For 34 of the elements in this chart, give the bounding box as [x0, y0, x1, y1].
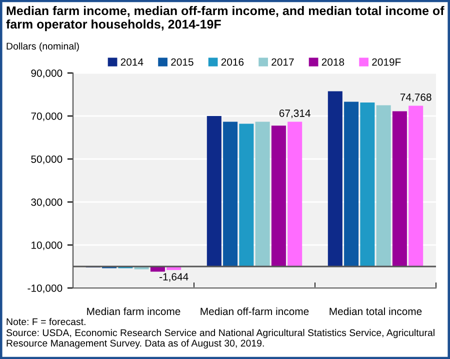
- bar: [344, 102, 359, 266]
- y-axis-title: Dollars (nominal): [6, 42, 79, 52]
- legend-label: 2017: [272, 58, 294, 66]
- bar: [376, 105, 391, 266]
- y-tick-label: 30,000: [31, 198, 62, 208]
- legend-label: 2019F: [372, 58, 401, 66]
- y-tick-label: 70,000: [31, 112, 62, 122]
- data-label: 74,768: [400, 94, 432, 102]
- bar: [392, 111, 407, 266]
- source-note: Source: USDA, Economic Research Service and National Agricultural Statistics Service, Agricultural Resource Management Survey. Data as of August 30, 2019.: [6, 329, 434, 349]
- y-tick-label: 90,000: [31, 70, 62, 78]
- chart-title: Median farm income, median off-farm income, and median total income of farm operator households, 2014-19F: [6, 6, 444, 32]
- bar: [206, 116, 222, 266]
- legend-label: 2015: [171, 58, 194, 66]
- bar: [408, 106, 424, 266]
- legend-label: 2016: [221, 58, 244, 66]
- legend-label: 2018: [322, 58, 344, 66]
- bar: [239, 124, 254, 266]
- bar: [360, 102, 375, 266]
- y-tick-label: -10,000: [28, 284, 62, 294]
- legend-label: 2014: [120, 58, 144, 66]
- bar: [255, 122, 270, 266]
- bar: [223, 122, 238, 266]
- data-label: 67,314: [279, 110, 310, 118]
- y-tick-label: 50,000: [31, 156, 62, 164]
- bar: [328, 91, 342, 266]
- bar: [271, 126, 286, 266]
- bar: [288, 122, 302, 266]
- x-tick-label: Median off-farm income: [200, 307, 309, 316]
- y-tick-label: 10,000: [32, 242, 62, 250]
- x-tick-label: Median farm income: [87, 307, 180, 316]
- text: Note: F = forecast.: [6, 318, 86, 326]
- data-label: -1,644: [160, 273, 188, 282]
- x-tick-label: Median total income: [330, 307, 422, 316]
